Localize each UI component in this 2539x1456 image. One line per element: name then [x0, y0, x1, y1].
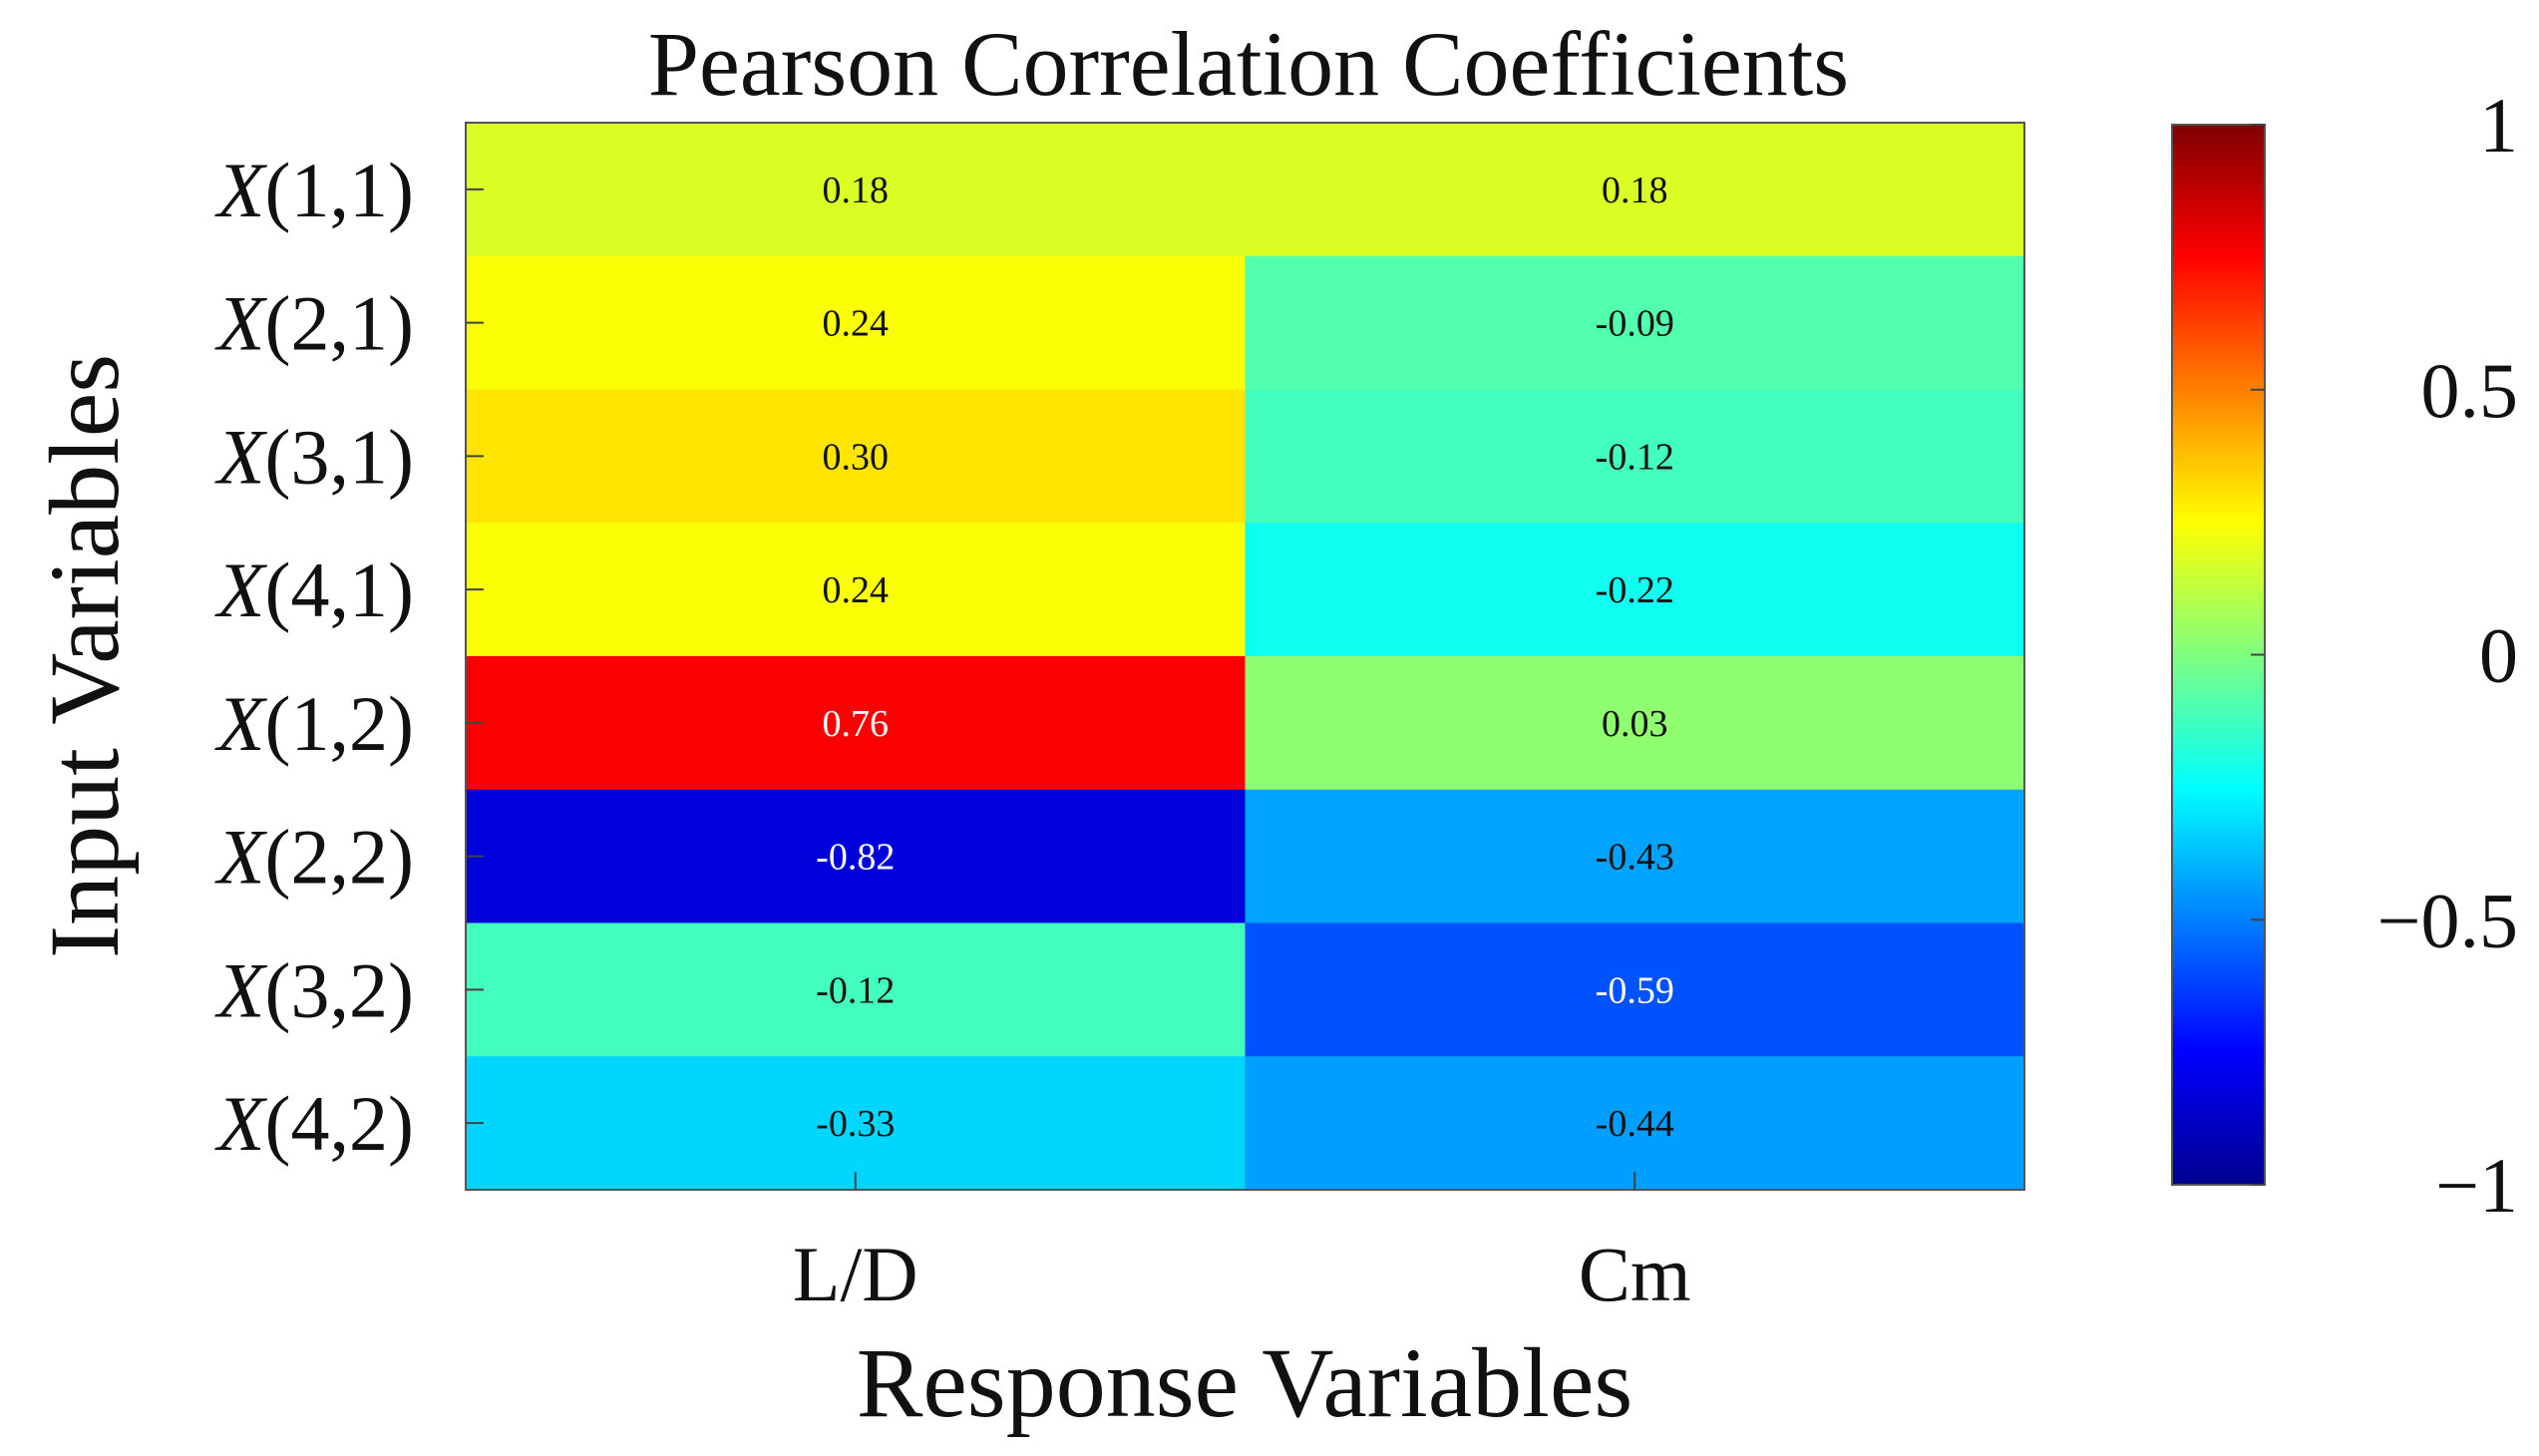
heatmap-cell	[1245, 523, 2025, 657]
y-tick-index: (2,2)	[265, 814, 414, 901]
cell-value-label: 0.24	[823, 303, 890, 345]
y-tick-index: (3,1)	[265, 413, 414, 500]
y-tick-label: X(1,1)	[214, 147, 414, 233]
y-tick-labels: X(1,1)X(2,1)X(3,1)X(4,1)X(1,2)X(2,2)X(3,…	[214, 147, 484, 1167]
heatmap-cell	[466, 1056, 1246, 1191]
y-tick-index: (1,1)	[265, 147, 414, 233]
y-tick-index: (1,2)	[265, 680, 414, 767]
x-tick-label: Cm	[1579, 1231, 1691, 1317]
y-tick-index: (2,1)	[265, 280, 414, 367]
cell-value-label: -0.33	[816, 1103, 895, 1145]
cell-value-labels: 0.18 0.18 0.24 -0.09 0.30 -0.12 0.24 -0.22 0.76 0…	[816, 170, 1674, 1145]
y-tick-var: X	[214, 680, 268, 767]
heatmap-cells	[466, 123, 2025, 1191]
cell-value-label: -0.82	[816, 837, 895, 879]
heatmap-cell	[466, 389, 1246, 524]
y-tick-var: X	[214, 147, 268, 233]
colorbar-tick-label: 1	[2479, 82, 2518, 169]
cell-value-label: -0.22	[1596, 569, 1674, 611]
y-tick-label: X(4,2)	[214, 1080, 414, 1167]
cell-value-label: 0.03	[1602, 703, 1668, 745]
colorbar-tick-label: 0.5	[2421, 347, 2519, 434]
heatmap-cell	[466, 922, 1246, 1057]
colorbar-tick-label: −0.5	[2377, 877, 2519, 963]
heatmap-cell	[466, 656, 1246, 791]
cell-value-label: 0.18	[823, 170, 890, 211]
cell-value-label: -0.12	[1596, 436, 1674, 478]
y-tick-label: X(2,1)	[214, 280, 414, 367]
heatmap-cell	[466, 523, 1246, 657]
plot-frame	[465, 122, 2025, 1191]
y-tick-index: (3,2)	[265, 946, 414, 1033]
y-tick-var: X	[214, 546, 268, 633]
y-tick-label: X(2,2)	[214, 814, 414, 901]
heatmap-cell	[1245, 789, 2025, 923]
heatmap-cell	[1245, 389, 2025, 524]
heatmap-cell	[466, 255, 1246, 390]
cell-value-label: -0.44	[1596, 1103, 1674, 1145]
y-tick-var: X	[214, 814, 268, 901]
chart-title: Pearson Correlation Coefficients	[648, 13, 1849, 115]
y-tick-label: X(3,2)	[214, 946, 414, 1033]
heatmap-cell	[466, 123, 1246, 257]
cell-value-label: 0.76	[823, 703, 890, 745]
heatmap-cell	[1245, 255, 2025, 390]
y-tick-index: (4,1)	[265, 546, 414, 633]
cell-value-label: -0.12	[816, 969, 895, 1011]
colorbar-tick-label: 0	[2479, 612, 2518, 699]
x-tick-labels: L/D Cm	[793, 1172, 1691, 1317]
cell-value-label: 0.30	[823, 436, 890, 478]
y-tick-var: X	[214, 413, 268, 500]
y-tick-label: X(3,1)	[214, 413, 414, 500]
heatmap-cell	[1245, 656, 2025, 791]
y-tick-var: X	[214, 280, 268, 367]
x-tick-label: L/D	[793, 1231, 918, 1317]
y-tick-index: (4,2)	[265, 1080, 414, 1167]
colorbar-ticks: 1 0.5 0 −0.5 −1	[2251, 82, 2518, 1229]
cell-value-label: 0.24	[823, 569, 890, 611]
cell-value-label: -0.43	[1596, 837, 1674, 879]
cell-value-label: -0.59	[1596, 969, 1674, 1011]
y-tick-var: X	[214, 946, 268, 1033]
y-axis-label: Input Variables	[29, 354, 140, 958]
heatmap-cell	[1245, 1056, 2025, 1191]
y-tick-var: X	[214, 1080, 268, 1167]
heatmap-cell	[1245, 123, 2025, 257]
cell-value-label: -0.09	[1596, 303, 1674, 345]
cell-value-label: 0.18	[1602, 170, 1668, 211]
y-tick-label: X(1,2)	[214, 680, 414, 767]
colorbar	[2171, 124, 2266, 1186]
y-tick-label: X(4,1)	[214, 546, 414, 633]
colorbar-tick-label: −1	[2435, 1142, 2518, 1229]
heatmap-cell	[466, 789, 1246, 923]
heatmap-cell	[1245, 922, 2025, 1057]
x-axis-label: Response Variables	[857, 1327, 1633, 1438]
